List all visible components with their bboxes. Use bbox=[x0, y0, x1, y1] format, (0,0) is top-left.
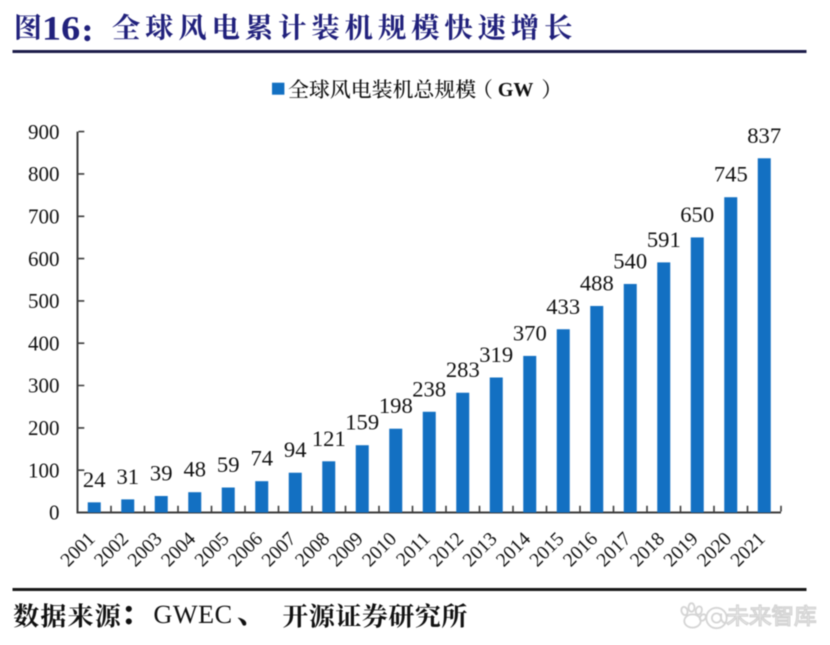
svg-text:31: 31 bbox=[117, 464, 140, 489]
svg-text:300: 300 bbox=[28, 374, 60, 398]
svg-text:488: 488 bbox=[580, 271, 614, 296]
svg-text:24: 24 bbox=[83, 467, 106, 492]
svg-text:700: 700 bbox=[28, 205, 60, 229]
svg-text:540: 540 bbox=[613, 249, 647, 274]
svg-text:591: 591 bbox=[647, 227, 681, 252]
svg-text:39: 39 bbox=[150, 461, 173, 486]
svg-text:48: 48 bbox=[184, 457, 207, 482]
svg-text:600: 600 bbox=[28, 247, 60, 271]
svg-text:0: 0 bbox=[49, 501, 60, 525]
svg-text:433: 433 bbox=[546, 294, 580, 319]
svg-text:121: 121 bbox=[312, 426, 346, 451]
svg-text:500: 500 bbox=[28, 289, 60, 313]
svg-text:283: 283 bbox=[446, 357, 480, 382]
svg-text:319: 319 bbox=[479, 342, 513, 367]
svg-text:837: 837 bbox=[747, 123, 781, 148]
svg-text:94: 94 bbox=[284, 437, 307, 462]
svg-text:800: 800 bbox=[28, 162, 60, 186]
svg-text:198: 198 bbox=[379, 393, 413, 418]
svg-text:74: 74 bbox=[251, 446, 274, 471]
svg-text:650: 650 bbox=[680, 202, 714, 227]
svg-text:200: 200 bbox=[28, 416, 60, 440]
svg-text:900: 900 bbox=[28, 120, 60, 144]
svg-text:100: 100 bbox=[28, 458, 60, 482]
svg-text:745: 745 bbox=[714, 162, 748, 187]
svg-text:238: 238 bbox=[412, 376, 446, 401]
svg-text:370: 370 bbox=[513, 320, 547, 345]
svg-text:400: 400 bbox=[28, 331, 60, 355]
svg-text:59: 59 bbox=[217, 452, 240, 477]
svg-text:159: 159 bbox=[345, 410, 379, 435]
